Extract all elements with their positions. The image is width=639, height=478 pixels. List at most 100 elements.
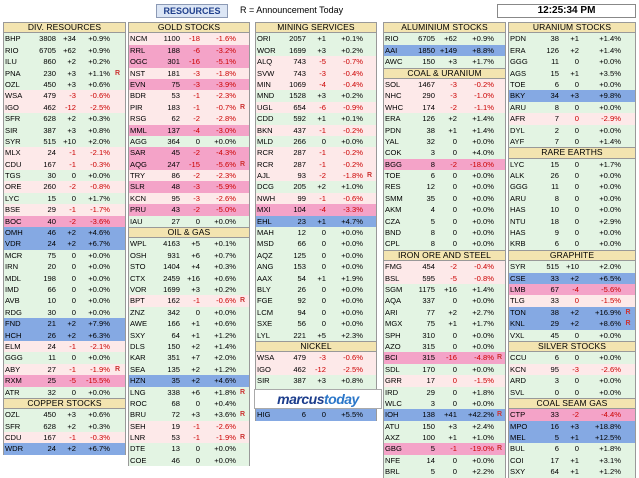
stock-row[interactable]: IGO 462 -12 -2.5% <box>4 101 125 114</box>
stock-row[interactable]: COE 46 0 +0.0% <box>129 454 249 467</box>
stock-row[interactable]: AWC 150 +3 +1.7% <box>384 56 505 68</box>
stock-row[interactable]: RIO 6705 +62 +0.9% <box>4 44 125 57</box>
stock-row[interactable]: OSH 931 +6 +0.7% <box>129 249 249 262</box>
stock-code[interactable]: GGG <box>510 182 528 192</box>
stock-code[interactable]: EHL <box>257 216 272 226</box>
stock-row[interactable]: NWH 99 -1 -0.6% <box>256 192 376 205</box>
stock-row[interactable]: CTP 33 -2 -4.4% <box>509 409 635 421</box>
stock-row[interactable]: SIR 387 +3 +0.8% <box>256 375 376 387</box>
stock-code[interactable]: AVB <box>5 296 20 306</box>
section-header[interactable]: IRON ORE AND STEEL <box>384 249 505 262</box>
stock-code[interactable]: IMD <box>5 284 19 294</box>
stock-code[interactable]: NTU <box>510 216 526 226</box>
stock-code[interactable]: MXI <box>257 205 271 215</box>
stock-code[interactable]: NST <box>130 68 146 78</box>
stock-code[interactable]: PDN <box>385 125 402 135</box>
stock-code[interactable]: ELM <box>5 341 21 351</box>
stock-row[interactable]: NST 181 -3 -1.8% <box>129 67 249 79</box>
stock-code[interactable]: BOC <box>5 216 22 226</box>
stock-row[interactable]: AYF 7 0 +1.4% <box>509 135 635 148</box>
stock-row[interactable]: LCM 94 0 +0.0% <box>256 306 376 319</box>
stock-code[interactable]: MND <box>257 91 275 101</box>
stock-row[interactable]: IAU 27 0 +0.0% <box>129 215 249 228</box>
marcustoday-logo[interactable]: marcustoday <box>254 389 382 409</box>
stock-row[interactable]: HZN 35 +2 +4.6% <box>129 375 249 387</box>
stock-code[interactable]: BDR <box>130 91 147 101</box>
stock-code[interactable]: AZO <box>385 341 401 351</box>
stock-code[interactable]: RSG <box>130 114 147 124</box>
stock-code[interactable]: SDL <box>385 364 400 374</box>
stock-row[interactable]: CPL 8 0 +0.0% <box>384 238 505 250</box>
stock-code[interactable]: RES <box>385 182 401 192</box>
stock-row[interactable]: STO 1404 +4 +0.3% <box>129 261 249 273</box>
stock-code[interactable]: BKY <box>510 91 526 101</box>
stock-code[interactable]: ILU <box>5 57 17 67</box>
stock-code[interactable]: ZNZ <box>130 307 145 317</box>
stock-code[interactable]: SIR <box>257 376 270 386</box>
stock-row[interactable]: LYC 15 0 +1.7% <box>4 192 125 205</box>
stock-code[interactable]: ERA <box>385 114 401 124</box>
stock-code[interactable]: BCI <box>385 353 398 363</box>
stock-code[interactable]: MDL <box>5 273 22 283</box>
stock-row[interactable]: ELM 24 -1 -2.1% <box>4 340 125 353</box>
stock-code[interactable]: ARU <box>510 193 527 203</box>
stock-row[interactable]: GGG 11 0 +0.0% <box>4 352 125 364</box>
stock-code[interactable]: IRN <box>5 262 19 272</box>
stock-row[interactable]: GBG 5 -1 -19.0% R <box>384 443 505 455</box>
stock-row[interactable]: WDR 24 +2 +6.7% <box>4 443 125 455</box>
section-header[interactable]: DIV. RESOURCES <box>4 22 125 34</box>
stock-code[interactable]: RDG <box>5 307 22 317</box>
stock-row[interactable]: MLD 266 0 +0.0% <box>256 135 376 148</box>
stock-code[interactable]: WSA <box>5 91 23 101</box>
stock-code[interactable]: BND <box>385 228 402 238</box>
stock-row[interactable]: CZA 5 0 +0.0% <box>384 215 505 228</box>
stock-code[interactable]: KCN <box>130 193 147 203</box>
stock-code[interactable]: COE <box>130 455 147 465</box>
stock-code[interactable]: ROC <box>130 398 147 408</box>
stock-code[interactable]: AAI <box>385 45 398 55</box>
stock-code[interactable]: ARD <box>510 376 527 386</box>
stock-code[interactable]: BLY <box>257 284 271 294</box>
stock-row[interactable]: DCG 205 +2 +1.0% <box>256 181 376 193</box>
stock-code[interactable]: OZL <box>5 410 20 420</box>
stock-row[interactable]: OZL 450 +3 +0.6% <box>4 78 125 91</box>
stock-code[interactable]: TGS <box>5 171 21 181</box>
stock-row[interactable]: ORE 260 -2 -0.8% <box>4 181 125 193</box>
stock-row[interactable]: MXI 104 -4 -3.3% <box>256 204 376 216</box>
stock-row[interactable]: BRU 72 +3 +3.6% R <box>129 409 249 421</box>
stock-code[interactable]: BSE <box>5 205 21 215</box>
stock-row[interactable]: ATU 150 +3 +2.4% <box>384 420 505 433</box>
stock-code[interactable]: ARU <box>510 102 527 112</box>
stock-row[interactable]: PRU 43 -2 -5.0% <box>129 204 249 216</box>
stock-row[interactable]: ERA 126 +2 +1.4% <box>384 113 505 125</box>
stock-code[interactable]: SLR <box>130 182 145 192</box>
stock-code[interactable]: SFR <box>5 114 21 124</box>
stock-row[interactable]: PIR 183 -1 -0.7% R <box>129 101 249 114</box>
stock-row[interactable]: LYC 15 0 +1.7% <box>509 158 635 171</box>
stock-row[interactable]: MND 1528 +3 +0.2% <box>256 90 376 102</box>
stock-code[interactable]: AWC <box>385 57 403 67</box>
stock-code[interactable]: CCU <box>510 353 527 363</box>
stock-code[interactable]: VOR <box>130 284 147 294</box>
stock-code[interactable]: ORI <box>257 34 271 44</box>
stock-row[interactable]: EHL 23 +1 +4.7% <box>256 215 376 228</box>
stock-code[interactable]: OSH <box>130 250 147 260</box>
stock-code[interactable]: PIR <box>130 102 143 112</box>
stock-code[interactable]: AGS <box>510 68 527 78</box>
stock-code[interactable]: DCG <box>257 182 274 192</box>
stock-code[interactable]: LNG <box>130 387 146 397</box>
stock-row[interactable]: ILU 860 +2 +0.2% <box>4 56 125 68</box>
stock-row[interactable]: LNR 53 -1 -1.9% R <box>129 432 249 444</box>
stock-row[interactable]: RES 12 0 +0.0% <box>384 181 505 193</box>
stock-code[interactable]: ABY <box>5 364 21 374</box>
stock-row[interactable]: BND 8 0 +0.0% <box>384 227 505 239</box>
stock-row[interactable]: GGG 11 0 +0.0% <box>509 181 635 193</box>
stock-row[interactable]: ERA 126 +2 +1.4% <box>509 44 635 57</box>
stock-row[interactable]: ANG 153 0 +0.0% <box>256 261 376 273</box>
stock-row[interactable]: KAR 351 +7 +2.0% <box>129 352 249 364</box>
stock-row[interactable]: AAI 1850 +149 +8.8% <box>384 44 505 57</box>
stock-code[interactable]: SXE <box>257 319 273 329</box>
stock-code[interactable]: RXM <box>5 376 22 386</box>
stock-code[interactable]: COI <box>510 455 524 465</box>
stock-code[interactable]: TLG <box>510 296 525 306</box>
